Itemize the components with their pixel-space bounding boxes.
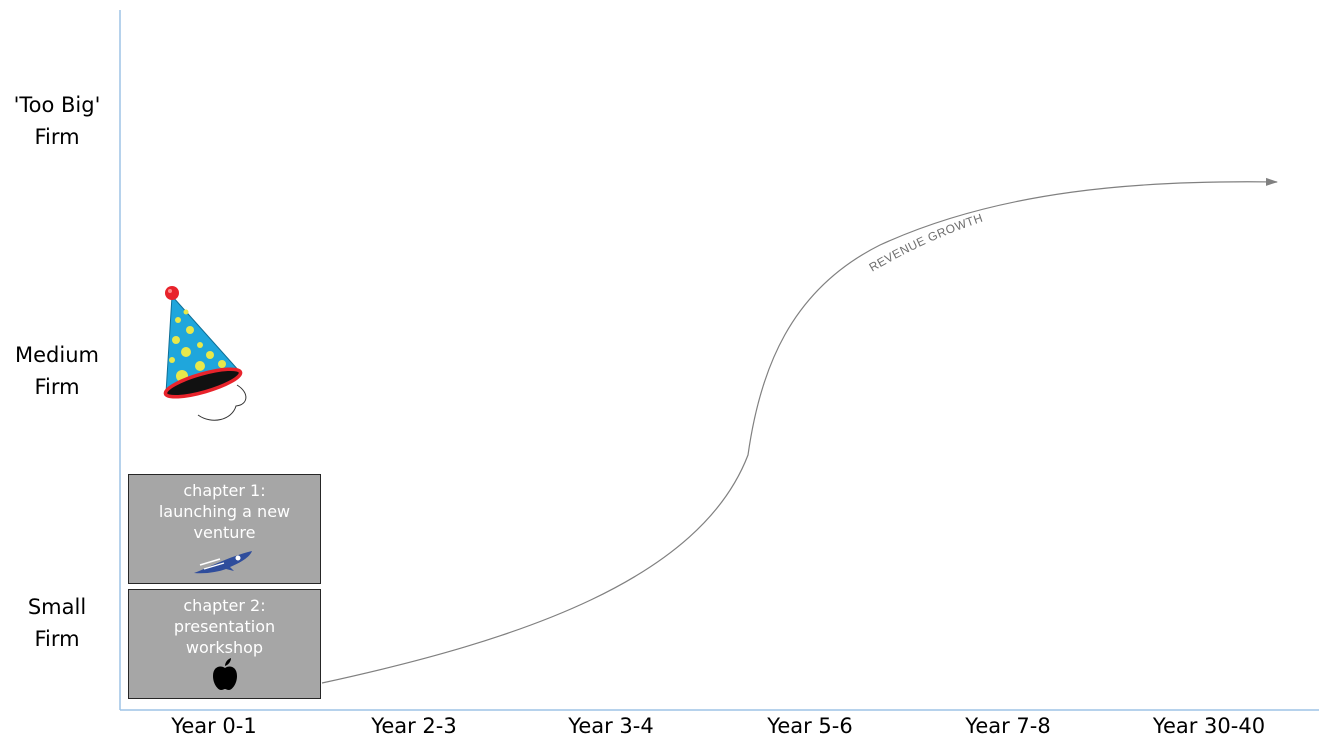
x-label-year-0-1: Year 0-1 <box>171 714 257 738</box>
chapter-1-title: chapter 1: launching a new venture <box>158 481 291 542</box>
chapter-1-box[interactable]: chapter 1: launching a new venture <box>128 474 321 584</box>
revenue-growth-curve <box>321 177 1278 684</box>
x-label-year-5-6: Year 5-6 <box>767 714 853 738</box>
party-hat-icon <box>163 286 247 421</box>
apple-logo-icon <box>212 658 237 690</box>
y-label-too-big-firm: 'Too Big' Firm <box>13 93 101 149</box>
chapter-2-box[interactable]: chapter 2: presentation workshop <box>128 589 321 699</box>
rocket-icon <box>193 551 252 574</box>
x-label-year-7-8: Year 7-8 <box>965 714 1051 738</box>
x-label-year-2-3: Year 2-3 <box>371 714 457 738</box>
y-label-medium-firm: Medium Firm <box>15 343 99 399</box>
y-label-small-firm: Small Firm <box>27 595 87 651</box>
x-label-year-30-40: Year 30-40 <box>1152 714 1266 738</box>
chapter-2-title: chapter 2: presentation workshop <box>173 596 276 657</box>
x-label-year-3-4: Year 3-4 <box>568 714 654 738</box>
